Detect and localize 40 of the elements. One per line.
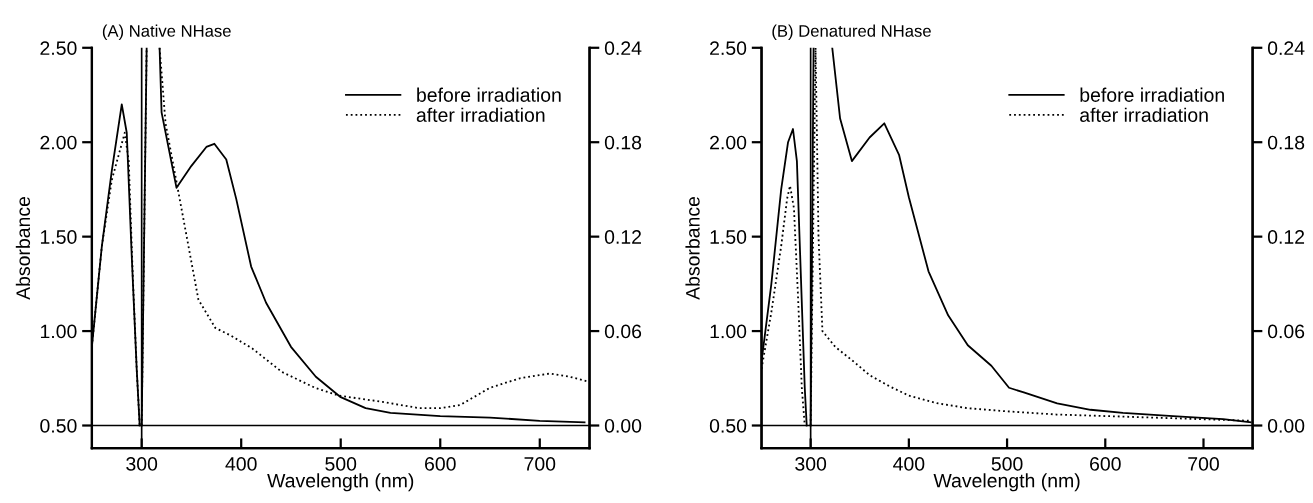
- legend-label: after irradiation: [416, 107, 545, 122]
- y-axis-title: Absorbance: [685, 196, 700, 300]
- y2-tick-label: 0.06: [1267, 324, 1305, 339]
- x-tick-label: 700: [524, 457, 556, 471]
- y-tick-label: 2.50: [710, 41, 747, 56]
- x-tick-label: 300: [126, 457, 158, 471]
- y2-tick-label: 0.00: [1267, 418, 1305, 433]
- x-tick-label: 600: [1090, 457, 1121, 471]
- y2-tick-label: 0.12: [1267, 230, 1305, 244]
- x-tick-label: 400: [893, 457, 925, 471]
- x-tick-label: 500: [325, 457, 357, 471]
- y-tick-label: 1.00: [40, 324, 77, 339]
- y2-tick-label: 0.18: [604, 135, 642, 150]
- y2-tick-label: 0.24: [1267, 41, 1305, 56]
- x-tick-label: 500: [991, 457, 1023, 471]
- y2-tick-label: 0.06: [604, 324, 642, 339]
- chart-title: (B) Denatured NHase: [772, 24, 931, 41]
- y-tick-label: 2.50: [40, 41, 77, 56]
- legend-label: after irradiation: [1080, 107, 1208, 122]
- x-tick-label: 700: [1188, 457, 1219, 471]
- y-tick-label: 1.50: [710, 230, 747, 244]
- y-tick-label: 1.00: [710, 324, 747, 339]
- y2-tick-label: 0.12: [604, 230, 641, 244]
- x-tick-label: 400: [225, 457, 257, 471]
- x-axis-title: Wavelength (nm): [267, 473, 414, 492]
- x-tick-label: 300: [795, 457, 827, 471]
- y-tick-label: 1.50: [40, 230, 77, 244]
- y-tick-label: 2.00: [40, 135, 77, 150]
- y-tick-label: 2.00: [710, 135, 747, 150]
- legend-label: before irradiation: [1080, 87, 1224, 102]
- y2-tick-label: 0.24: [604, 41, 642, 56]
- chart-title: (A) Native NHase: [102, 24, 231, 41]
- y2-tick-label: 0.18: [1267, 135, 1305, 150]
- y2-tick-label: 0.00: [604, 418, 642, 433]
- y-axis-title: Absorbance: [15, 196, 31, 300]
- y-tick-label: 0.50: [40, 418, 77, 433]
- y-tick-label: 0.50: [709, 418, 747, 433]
- legend-label: before irradiation: [417, 87, 561, 102]
- x-axis-title: Wavelength (nm): [933, 473, 1080, 492]
- x-tick-label: 600: [425, 457, 456, 471]
